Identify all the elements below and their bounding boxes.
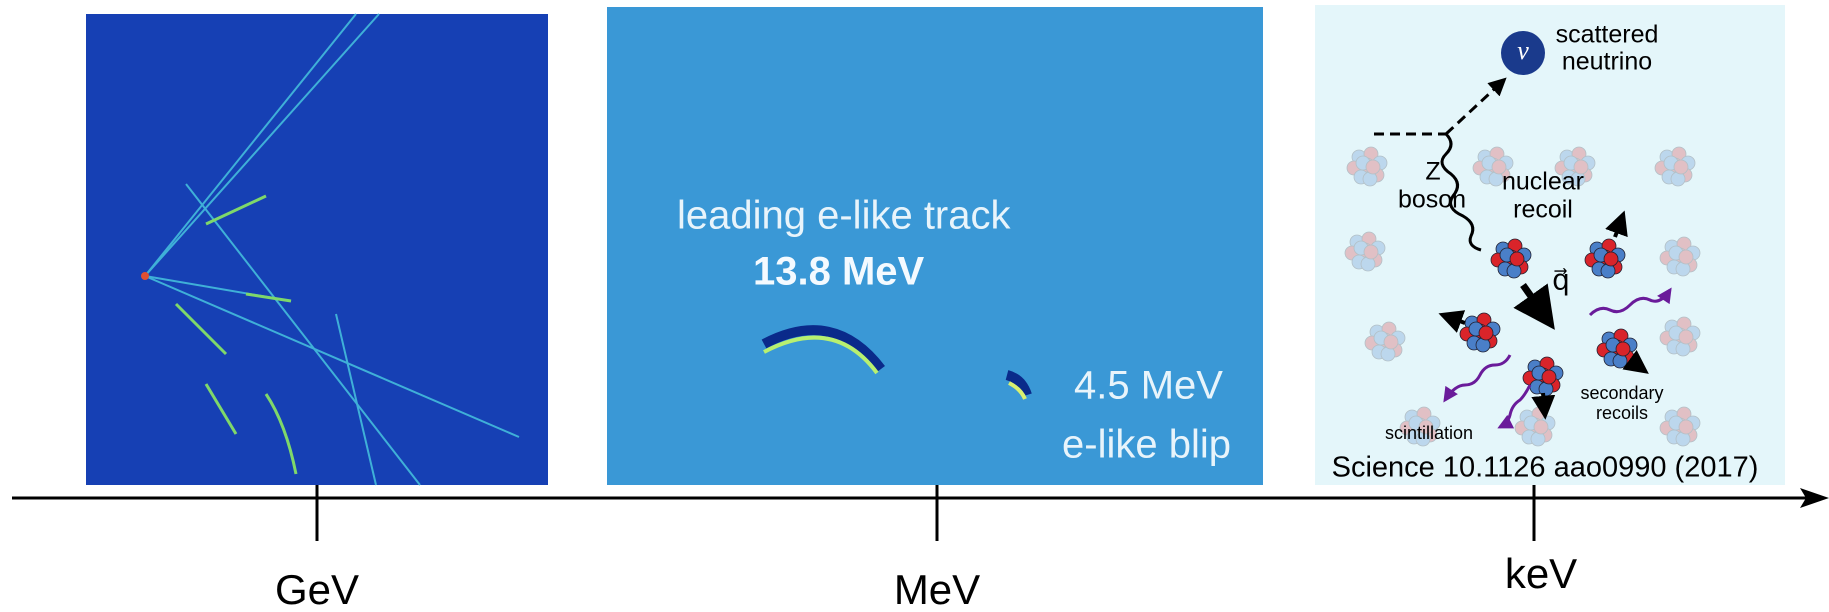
- blip-energy: 4.5 MeV: [1074, 364, 1223, 408]
- citation: Science 10.1126 aao0990 (2017): [1332, 452, 1759, 484]
- label: secondary: [1580, 383, 1663, 403]
- label: boson: [1398, 186, 1466, 214]
- axis-label: MeV: [894, 566, 980, 612]
- track-label: leading e-like track: [677, 194, 1011, 238]
- label: scattered: [1556, 21, 1659, 49]
- axis-label: keV: [1505, 550, 1577, 597]
- label: scintillation: [1385, 423, 1473, 443]
- label: recoil: [1513, 196, 1573, 224]
- gev-panel: [86, 14, 548, 485]
- q-label: q⃗: [1552, 264, 1570, 295]
- label: nuclear: [1502, 168, 1584, 196]
- track-energy: 13.8 MeV: [753, 250, 925, 294]
- label: neutrino: [1562, 48, 1652, 76]
- mev-panel: leading e-like track 13.8 MeV 4.5 MeV e-…: [607, 7, 1263, 485]
- neutrino-symbol: ν: [1517, 36, 1529, 65]
- page: leading e-like track 13.8 MeV 4.5 MeV e-…: [0, 0, 1829, 612]
- kev-panel: ν scattered neutrino Z boson nuclear rec…: [1315, 5, 1785, 485]
- label: recoils: [1596, 403, 1648, 423]
- label: Z: [1425, 158, 1440, 186]
- diagram: leading e-like track 13.8 MeV 4.5 MeV e-…: [0, 0, 1829, 612]
- blip-label: e-like blip: [1062, 423, 1231, 467]
- axis-label: GeV: [275, 566, 359, 612]
